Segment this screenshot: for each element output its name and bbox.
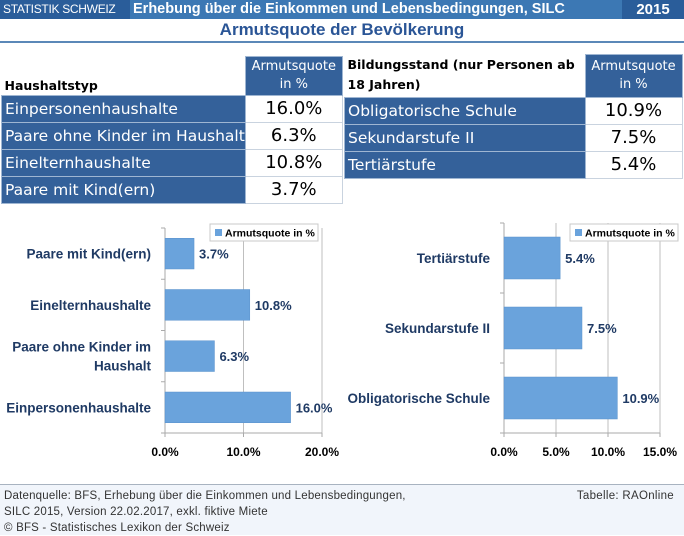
data-label: 6.3% (219, 349, 249, 364)
education-table: Bildungsstand (nur Personen ab 18 Jahren… (344, 54, 683, 179)
category-label: Tertiärstufe (417, 251, 491, 266)
rate-header: Armutsquote in % (584, 54, 683, 98)
footer: Datenquelle: BFS, Erhebung über die Eink… (0, 484, 684, 535)
category-label: Paare mit Kind(ern) (26, 247, 151, 262)
row-value: 3.7% (244, 175, 343, 204)
row-value: 6.3% (244, 121, 343, 150)
row-label: Obligatorische Schule (344, 96, 586, 125)
legend-label: Armutsquote in % (225, 228, 315, 240)
category-label: Haushalt (94, 359, 152, 374)
legend-swatch (215, 229, 222, 236)
table-row: Obligatorische Schule 10.9% (344, 96, 683, 125)
category-label: Paare ohne Kinder im (12, 340, 151, 355)
row-value: 10.8% (244, 148, 343, 177)
survey-title: Erhebung über die Einkommen und Lebensbe… (133, 1, 565, 17)
x-tick-label: 10.0% (591, 445, 625, 459)
row-value: 7.5% (584, 123, 683, 152)
x-tick-label: 10.0% (226, 445, 260, 459)
legend-box (569, 223, 679, 242)
household-bar-chart: 0.0% 10.0% 20.0% 3.7% Paare mit Kind(ern) 10.… (6, 223, 339, 459)
rate-header-line1: Armutsquote (591, 58, 676, 74)
table-header-row: Haushaltstyp Armutsquote in % (2, 56, 343, 96)
data-label: 7.5% (587, 321, 617, 336)
education-bar-chart: 0.0% 5.0% 10.0% 15.0% 5.4% Tertiärstufe 7.5% Se… (347, 222, 679, 459)
data-label: 3.7% (199, 247, 229, 262)
table-row: Einpersonenhaushalte 16.0% (1, 94, 343, 123)
bar (164, 238, 195, 270)
source-note: Datenquelle: BFS, Erhebung über die Eink… (4, 488, 406, 536)
category-label: Sekundarstufe II (385, 321, 490, 336)
table-header-row: Bildungsstand (nur Personen ab 18 Jahren… (345, 54, 683, 98)
bar (164, 289, 251, 321)
x-tick-label: 15.0% (643, 445, 677, 459)
rate-header-line2: in % (619, 76, 648, 92)
row-label: Paare ohne Kinder im Haushalt (1, 121, 246, 150)
bar (164, 340, 215, 372)
table-row: Paare mit Kind(ern) 3.7% (1, 175, 343, 204)
row-value: 5.4% (584, 150, 683, 179)
page-title: Armutsquote der Bevölkerung (219, 20, 465, 39)
x-tick-label: 20.0% (305, 445, 339, 459)
rate-header-line1: Armutsquote (251, 58, 336, 74)
row-label: Paare mit Kind(ern) (1, 175, 246, 204)
copyright-line: © BFS - Statistisches Lexikon der Schwei… (4, 522, 230, 534)
row-label: Eineltern­haushalte (1, 148, 246, 177)
data-label: 16.0% (296, 400, 333, 415)
education-header: Bildungsstand (nur Personen ab 18 Jahren… (345, 55, 586, 98)
brand-label: STATISTIK SCHWEIZ (0, 0, 130, 19)
source-line: SILC 2015, Version 22.02.2017, exkl. fik… (4, 506, 268, 518)
category-label: Obligatorische Schule (347, 391, 490, 406)
data-label: 10.9% (622, 391, 659, 406)
x-tick-label: 0.0% (151, 445, 179, 459)
data-label: 5.4% (565, 251, 595, 266)
legend-box (209, 223, 319, 242)
education-header-line1: Bildungsstand (nur Personen ab (347, 56, 575, 72)
rate-header-line2: in % (279, 76, 308, 92)
table-row: Paare ohne Kinder im Haushalt 6.3% (1, 121, 343, 150)
source-line: Datenquelle: BFS, Erhebung über die Eink… (4, 490, 406, 502)
education-header-line2: 18 Jahren) (347, 76, 421, 92)
household-type-header: Haushaltstyp (4, 77, 98, 93)
table-row: Tertiärstufe 5.4% (344, 150, 683, 179)
table-row: Eineltern­haushalte 10.8% (1, 148, 343, 177)
row-value: 10.9% (584, 96, 683, 125)
bar (503, 306, 583, 350)
table-credit: Tabelle: RAOnline (576, 490, 674, 502)
title-divider (0, 41, 684, 43)
legend-label: Armutsquote in % (585, 228, 675, 240)
bar (503, 236, 561, 280)
bar (503, 376, 618, 420)
row-label: Tertiärstufe (344, 150, 586, 179)
category-label: Einpersonenhaushalte (6, 400, 151, 415)
x-tick-label: 5.0% (542, 445, 570, 459)
x-tick-label: 0.0% (490, 445, 518, 459)
rate-header: Armutsquote in % (244, 56, 343, 96)
legend-swatch (575, 229, 582, 236)
household-table: Haushaltstyp Armutsquote in % Einpersone… (1, 56, 343, 204)
row-label: Einpersonenhaushalte (1, 94, 246, 123)
data-label: 10.8% (255, 298, 292, 313)
header-banner: STATISTIK SCHWEIZ Erhebung über die Eink… (0, 0, 684, 19)
row-label: Sekundarstufe II (344, 123, 586, 152)
year-badge: 2015 (622, 0, 684, 19)
category-label: Einelternhaushalte (30, 298, 151, 313)
table-row: Sekundarstufe II 7.5% (344, 123, 683, 152)
bar (164, 391, 291, 423)
row-value: 16.0% (244, 94, 343, 123)
